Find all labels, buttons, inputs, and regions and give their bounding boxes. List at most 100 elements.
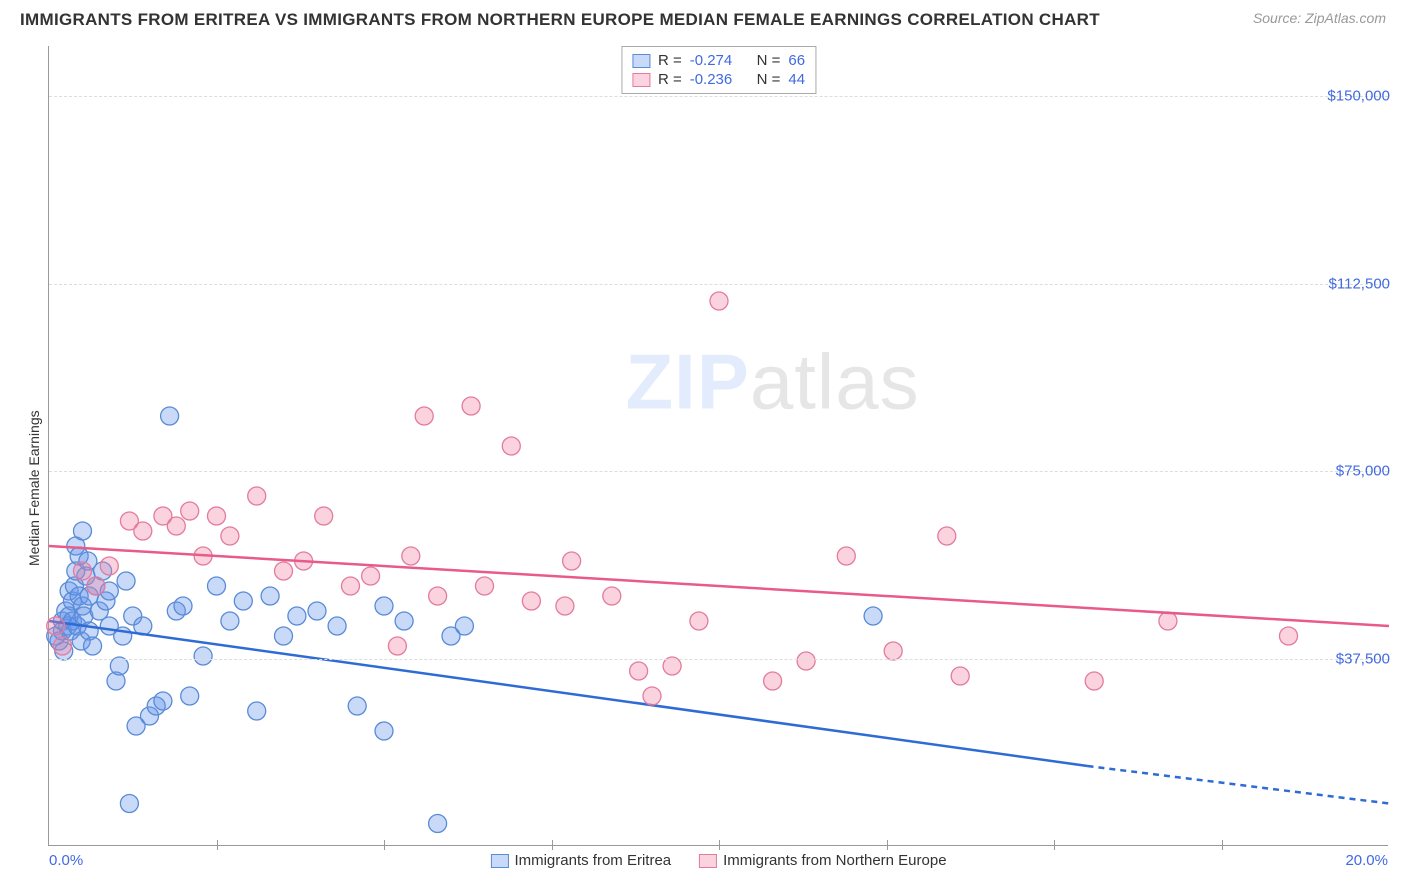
x-axis-max: 20.0% xyxy=(1345,852,1388,869)
scatter-point-eritrea xyxy=(248,702,266,720)
scatter-point-eritrea xyxy=(261,587,279,605)
trend-line-eritrea xyxy=(49,621,1088,766)
stat-row-neurope: R = -0.236 N = 44 xyxy=(632,70,805,89)
scatter-point-neurope xyxy=(388,637,406,655)
scatter-point-neurope xyxy=(134,522,152,540)
scatter-point-eritrea xyxy=(84,637,102,655)
scatter-point-eritrea xyxy=(308,602,326,620)
scatter-point-neurope xyxy=(47,617,65,635)
gridline xyxy=(49,659,1388,660)
scatter-point-neurope xyxy=(315,507,333,525)
scatter-point-neurope xyxy=(275,562,293,580)
legend-item-eritrea: Immigrants from Eritrea xyxy=(490,852,671,869)
scatter-point-eritrea xyxy=(161,407,179,425)
swatch-neurope xyxy=(632,73,650,87)
source-label: Source: ZipAtlas.com xyxy=(1253,10,1386,26)
y-axis-label: Median Female Earnings xyxy=(26,410,42,566)
plot-container: Median Female Earnings ZIPatlas R = -0.2… xyxy=(48,46,1388,846)
stat-legend: R = -0.274 N = 66 R = -0.236 N = 44 xyxy=(621,46,816,94)
y-tick-label: $75,000 xyxy=(1336,463,1390,480)
swatch-eritrea-bottom xyxy=(490,854,508,868)
trend-line-ext-eritrea xyxy=(1088,766,1390,804)
scatter-point-neurope xyxy=(663,657,681,675)
x-axis-min: 0.0% xyxy=(49,852,83,869)
scatter-point-neurope xyxy=(208,507,226,525)
scatter-point-eritrea xyxy=(74,522,92,540)
plot-svg xyxy=(49,46,1388,845)
scatter-point-neurope xyxy=(603,587,621,605)
scatter-point-neurope xyxy=(643,687,661,705)
scatter-point-eritrea xyxy=(117,572,135,590)
scatter-point-neurope xyxy=(100,557,118,575)
scatter-point-neurope xyxy=(1085,672,1103,690)
scatter-point-eritrea xyxy=(234,592,252,610)
scatter-point-neurope xyxy=(951,667,969,685)
x-tick xyxy=(217,840,218,850)
scatter-point-neurope xyxy=(797,652,815,670)
gridline xyxy=(49,96,1388,97)
x-tick xyxy=(887,840,888,850)
scatter-point-neurope xyxy=(167,517,185,535)
scatter-point-neurope xyxy=(402,547,420,565)
scatter-point-neurope xyxy=(429,587,447,605)
scatter-point-eritrea xyxy=(455,617,473,635)
scatter-point-neurope xyxy=(938,527,956,545)
scatter-point-eritrea xyxy=(208,577,226,595)
trend-line-neurope xyxy=(49,546,1389,626)
swatch-eritrea xyxy=(632,54,650,68)
scatter-point-eritrea xyxy=(120,795,138,813)
scatter-point-eritrea xyxy=(288,607,306,625)
scatter-point-eritrea xyxy=(328,617,346,635)
stat-row-eritrea: R = -0.274 N = 66 xyxy=(632,51,805,70)
scatter-point-neurope xyxy=(53,637,71,655)
scatter-point-neurope xyxy=(630,662,648,680)
scatter-point-neurope xyxy=(362,567,380,585)
scatter-point-neurope xyxy=(556,597,574,615)
gridline xyxy=(49,284,1388,285)
scatter-point-neurope xyxy=(710,292,728,310)
chart-title: IMMIGRANTS FROM ERITREA VS IMMIGRANTS FR… xyxy=(20,10,1100,30)
scatter-point-neurope xyxy=(690,612,708,630)
scatter-point-eritrea xyxy=(174,597,192,615)
scatter-point-eritrea xyxy=(110,657,128,675)
scatter-point-neurope xyxy=(502,437,520,455)
scatter-point-eritrea xyxy=(395,612,413,630)
swatch-neurope-bottom xyxy=(699,854,717,868)
scatter-point-eritrea xyxy=(275,627,293,645)
x-tick xyxy=(1054,840,1055,850)
plot-area: ZIPatlas R = -0.274 N = 66 R = -0.236 N … xyxy=(48,46,1388,846)
legend-item-neurope: Immigrants from Northern Europe xyxy=(699,852,946,869)
series-legend: Immigrants from Eritrea Immigrants from … xyxy=(490,852,946,869)
scatter-point-neurope xyxy=(476,577,494,595)
scatter-point-neurope xyxy=(884,642,902,660)
scatter-point-eritrea xyxy=(375,722,393,740)
gridline xyxy=(49,471,1388,472)
scatter-point-eritrea xyxy=(181,687,199,705)
y-tick-label: $37,500 xyxy=(1336,650,1390,667)
scatter-point-eritrea xyxy=(429,815,447,833)
scatter-point-eritrea xyxy=(348,697,366,715)
scatter-point-neurope xyxy=(764,672,782,690)
scatter-point-neurope xyxy=(181,502,199,520)
scatter-point-neurope xyxy=(342,577,360,595)
scatter-point-neurope xyxy=(74,562,92,580)
scatter-point-eritrea xyxy=(194,647,212,665)
x-tick xyxy=(719,840,720,850)
scatter-point-neurope xyxy=(1280,627,1298,645)
scatter-point-neurope xyxy=(87,577,105,595)
scatter-point-neurope xyxy=(522,592,540,610)
y-tick-label: $112,500 xyxy=(1329,275,1390,292)
scatter-point-neurope xyxy=(221,527,239,545)
scatter-point-eritrea xyxy=(864,607,882,625)
scatter-point-neurope xyxy=(1159,612,1177,630)
x-tick xyxy=(1222,840,1223,850)
scatter-point-eritrea xyxy=(221,612,239,630)
scatter-point-neurope xyxy=(248,487,266,505)
x-tick xyxy=(384,840,385,850)
scatter-point-neurope xyxy=(563,552,581,570)
scatter-point-eritrea xyxy=(154,692,172,710)
scatter-point-eritrea xyxy=(375,597,393,615)
x-tick xyxy=(552,840,553,850)
y-tick-label: $150,000 xyxy=(1327,88,1390,105)
scatter-point-neurope xyxy=(415,407,433,425)
